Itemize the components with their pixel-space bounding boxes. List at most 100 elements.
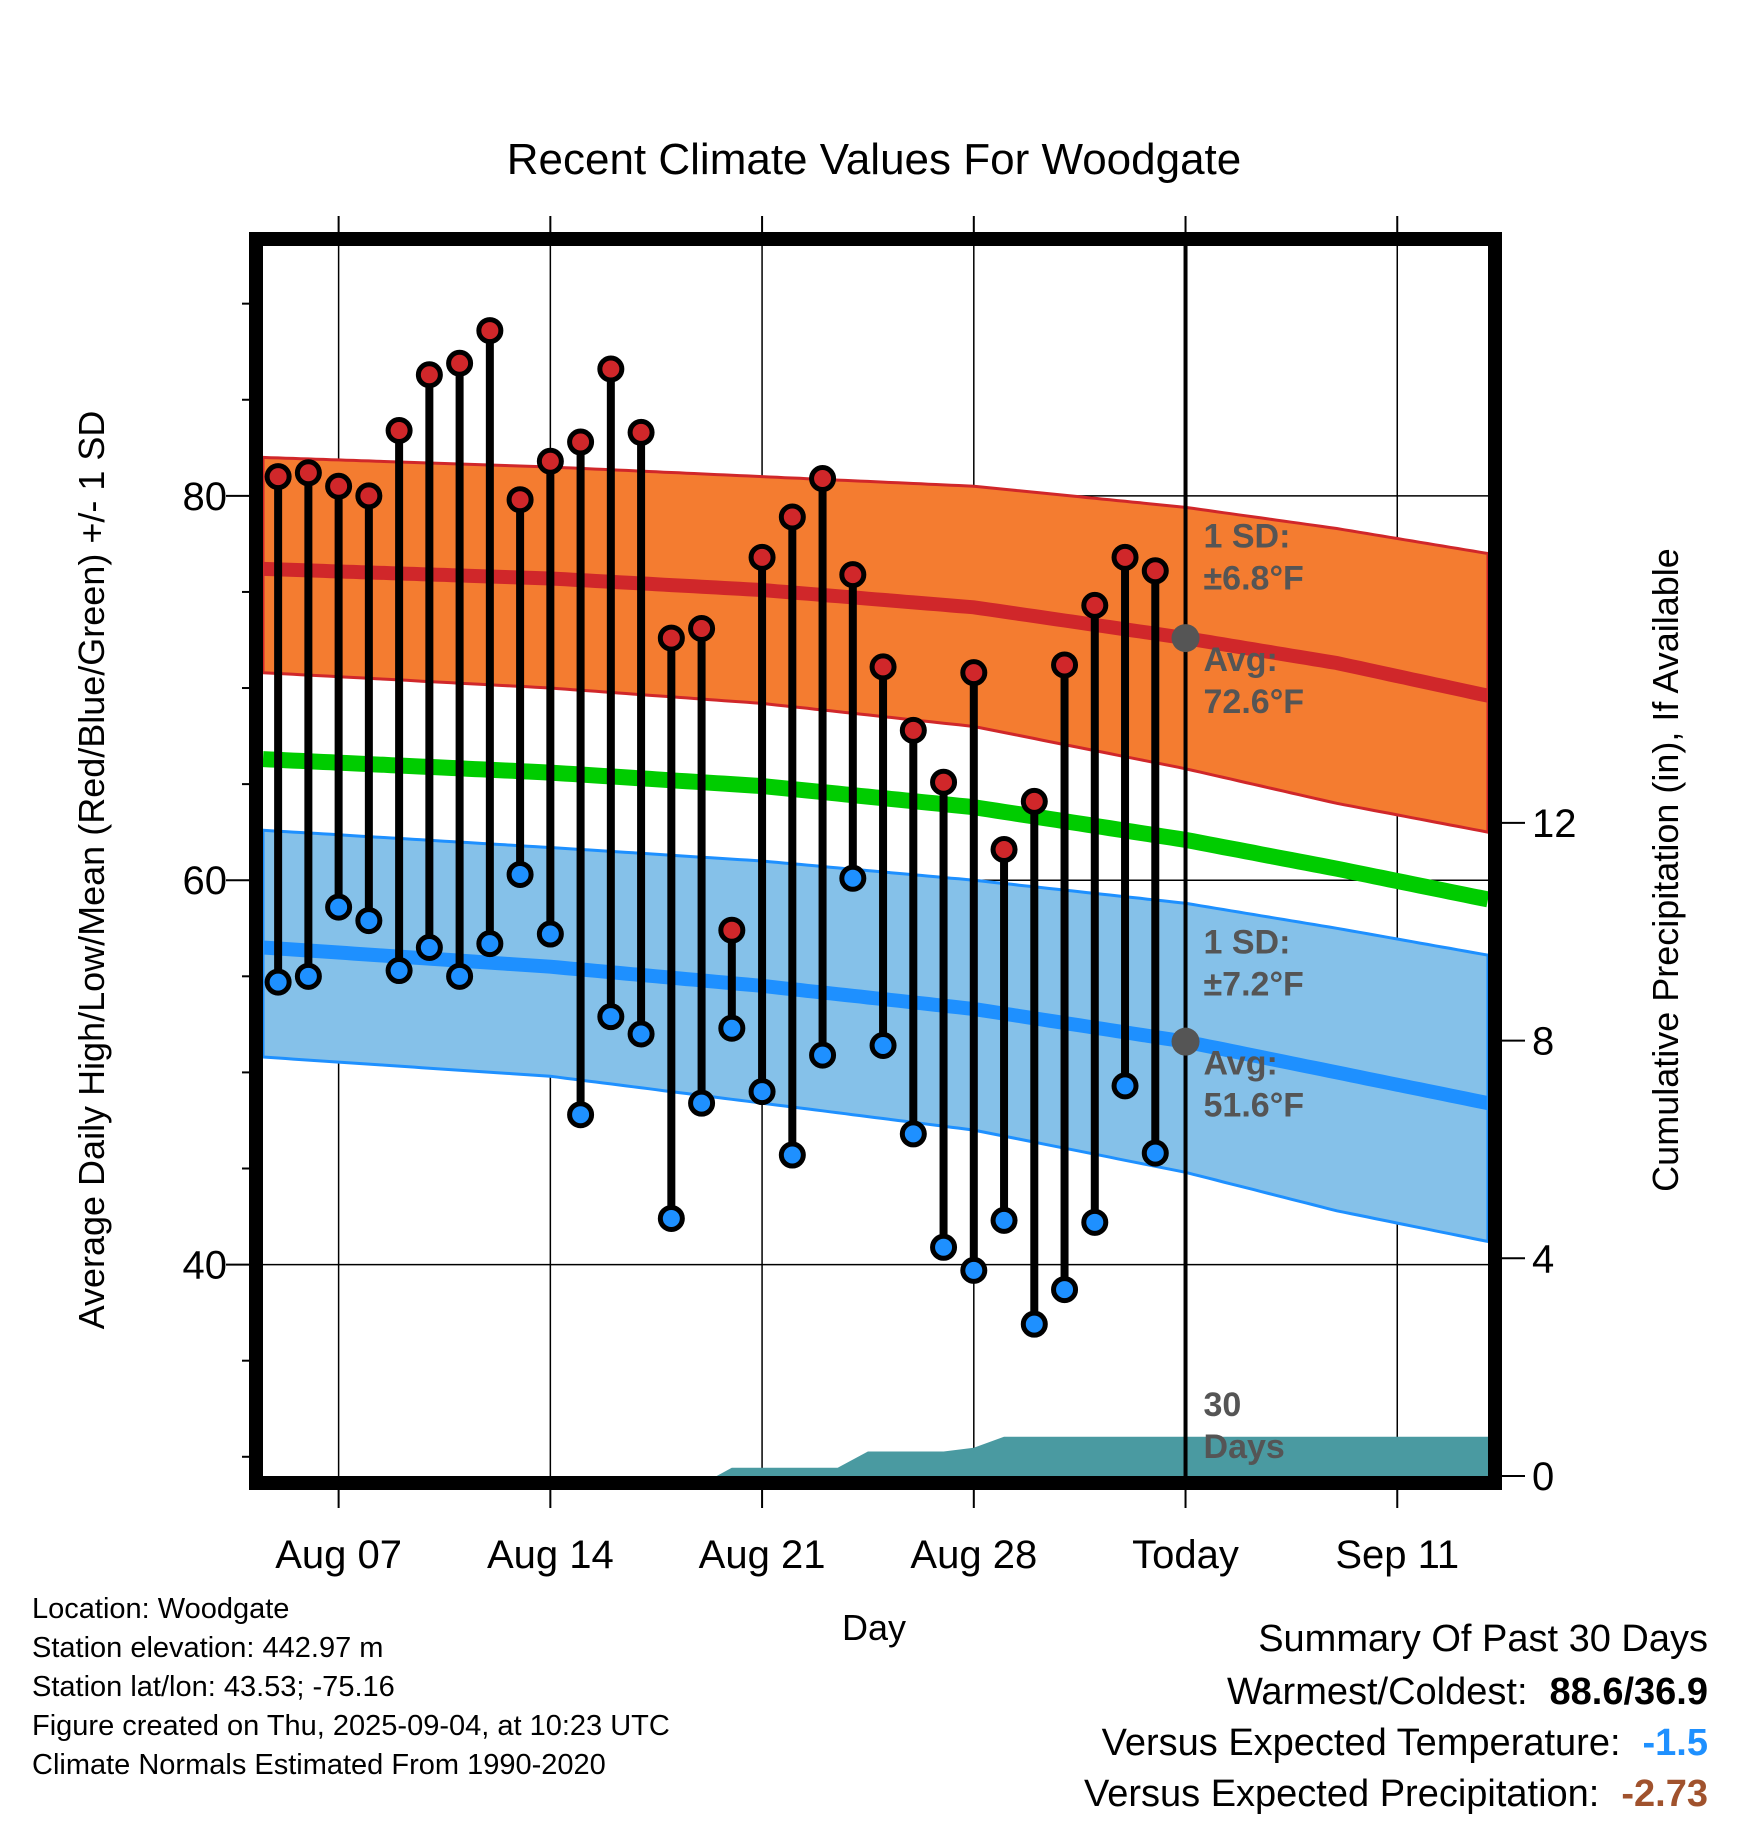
daily-low-point [536, 920, 564, 948]
daily-low-point [1111, 1072, 1139, 1100]
today-high-normal-marker [1171, 624, 1200, 653]
y-tick-label: 60 [183, 859, 228, 903]
daily-low-point [809, 1041, 837, 1069]
warmest-value: 88.6/36.9 [1549, 1671, 1708, 1713]
warmest-label: Warmest/Coldest: [1226, 1671, 1528, 1713]
daily-high-point [839, 561, 867, 589]
daily-low-point [688, 1089, 716, 1117]
today-low-normal-marker [1171, 1027, 1200, 1056]
x-tick-label: Aug 07 [275, 1533, 402, 1577]
daily-high-point [355, 482, 383, 510]
daily-high-point [325, 472, 353, 500]
daily-high-point [1051, 651, 1079, 679]
daily-high-point [899, 716, 927, 744]
low-avg-value: 51.6°F [1204, 1087, 1305, 1125]
precip-label: Versus Expected Precipitation: [1083, 1773, 1600, 1815]
daily-high-point [657, 624, 685, 652]
chart-title: Recent Climate Values For Woodgate [507, 135, 1242, 184]
daily-low-point [1081, 1208, 1109, 1236]
summary-temp-row: Versus Expected Temperature: -1.5 [1084, 1722, 1708, 1773]
daily-low-point [1141, 1139, 1169, 1167]
daily-low-point [930, 1233, 958, 1261]
created-text: Figure created on Thu, 2025-09-04, at 10… [32, 1710, 670, 1742]
daily-low-point [446, 962, 474, 990]
daily-high-point [930, 768, 958, 796]
normals-text: Climate Normals Estimated From 1990-2020 [32, 1749, 606, 1781]
normal-low-line [263, 940, 1488, 1111]
daily-low-point [1020, 1310, 1048, 1338]
summary-precip-row: Versus Expected Precipitation: -2.73 [1084, 1773, 1708, 1824]
daily-high-point [809, 465, 837, 493]
high-sd-value: ±6.8°F [1204, 559, 1304, 597]
plot-area: 1 SD: ±6.8°F Avg: 72.6°F 1 SD: ±7.2°F Avg: 51.6… [183, 216, 1577, 1577]
daily-low-point [415, 933, 443, 961]
daily-high-point [385, 417, 413, 444]
daily-high-point [778, 503, 806, 531]
low-sd-value: ±7.2°F [1204, 965, 1304, 1003]
daily-high-point [869, 653, 897, 681]
daily-high-point [960, 659, 988, 687]
daily-low-point [385, 957, 413, 985]
daily-high-point [1111, 543, 1139, 571]
daily-low-point [627, 1020, 655, 1048]
daily-low-point [748, 1078, 776, 1106]
y2-tick-label: 12 [1532, 802, 1577, 846]
low-sd-label: 1 SD: [1204, 923, 1291, 961]
daily-high-point [476, 317, 504, 345]
daily-low-point [1051, 1276, 1079, 1304]
daily-low-point [778, 1141, 806, 1169]
days-word-label: Days [1204, 1428, 1285, 1466]
y2-tick-label: 0 [1532, 1455, 1554, 1499]
high-avg-label: Avg: [1204, 641, 1278, 679]
daily-low-point [899, 1120, 927, 1148]
y-axis-label: Average Daily High/Low/Mean (Red/Blue/Gr… [71, 411, 112, 1330]
days-count-label: 30 [1204, 1386, 1242, 1424]
daily-high-point [1020, 787, 1048, 815]
daily-high-point [264, 463, 292, 491]
x-tick-label: Today [1132, 1533, 1239, 1577]
x-tick-label: Aug 21 [699, 1533, 826, 1577]
daily-high-point [294, 459, 322, 487]
y2-axis-label: Cumulative Precipitation (in), If Availa… [1645, 548, 1686, 1192]
y-tick-label: 40 [183, 1244, 228, 1288]
y2-tick-label: 8 [1532, 1020, 1554, 1064]
summary-warmest-row: Warmest/Coldest: 88.6/36.9 [1084, 1671, 1708, 1722]
summary-heading: Summary Of Past 30 Days [1258, 1618, 1708, 1660]
daily-high-point [415, 361, 443, 389]
daily-high-point [718, 916, 746, 944]
y2-tick-label: 4 [1532, 1237, 1554, 1281]
daily-low-point [355, 907, 383, 935]
normal-mean-line [263, 751, 1488, 908]
daily-low-point [657, 1204, 685, 1232]
daily-high-point [748, 543, 776, 571]
daily-low-point [294, 962, 322, 990]
elevation-text: Station elevation: 442.97 m [32, 1632, 384, 1664]
location-text: Location: Woodgate [32, 1593, 290, 1625]
daily-high-point [506, 486, 534, 514]
daily-low-point [869, 1032, 897, 1059]
daily-low-point [567, 1101, 595, 1129]
latlon-text: Station lat/lon: 43.53; -75.16 [32, 1671, 395, 1703]
daily-low-point [506, 860, 534, 888]
daily-high-point [688, 614, 716, 642]
daily-high-point [990, 835, 1018, 863]
daily-low-point [960, 1256, 988, 1284]
low-avg-label: Avg: [1204, 1045, 1278, 1083]
normal-high-line [263, 561, 1488, 703]
station-info: Location: Woodgate Station elevation: 44… [32, 1590, 670, 1785]
temp-label: Versus Expected Temperature: [1101, 1722, 1621, 1764]
daily-high-point [597, 355, 625, 383]
daily-low-point [476, 930, 504, 958]
x-tick-label: Sep 11 [1335, 1533, 1459, 1577]
daily-low-point [264, 968, 292, 996]
daily-high-point [536, 447, 564, 475]
precip-value: -2.73 [1621, 1773, 1708, 1815]
y-tick-label: 80 [183, 475, 228, 519]
precip-area [263, 1436, 1488, 1476]
high-sd-label: 1 SD: [1204, 517, 1291, 555]
temp-value: -1.5 [1642, 1722, 1708, 1764]
daily-high-point [446, 349, 474, 377]
plot-inner [263, 246, 1488, 1476]
daily-low-point [325, 893, 353, 921]
plot-frame [249, 232, 1502, 1490]
